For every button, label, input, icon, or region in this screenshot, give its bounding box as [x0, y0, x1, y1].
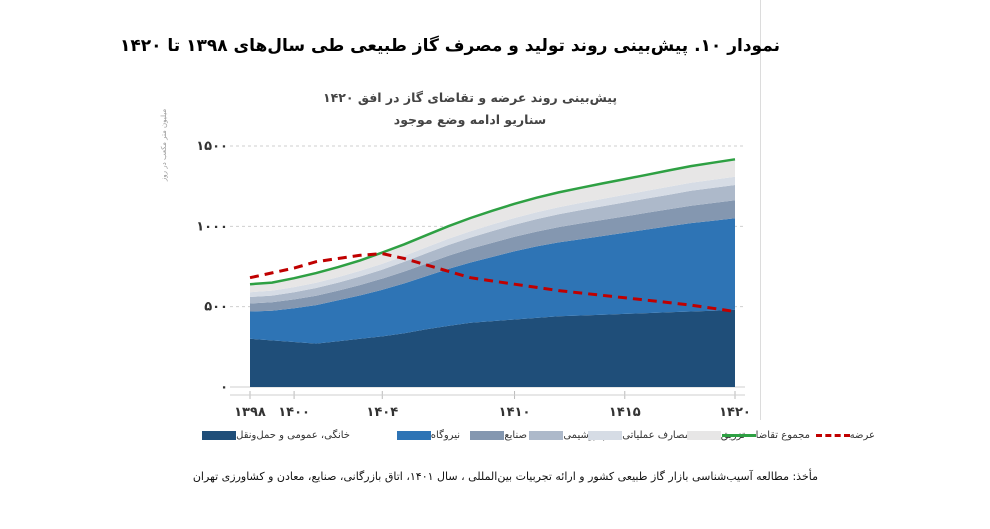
legend-swatch: [529, 431, 564, 440]
legend-item: خانگی، عمومی و حمل‌ونقل: [197, 430, 350, 441]
area-series: [250, 309, 735, 387]
source-note: مأخذ: مطالعه آسیب‌شناسی بازار گاز طبیعی …: [192, 470, 818, 483]
legend-swatch: [588, 431, 623, 440]
legend-swatch: [202, 431, 237, 440]
y-tick-label: ۱۰۰۰: [196, 219, 228, 234]
legend-swatch: [721, 434, 756, 437]
x-tick-label: ۱۴۱۰: [499, 405, 531, 420]
area-series: [250, 200, 735, 312]
y-tick-label: ۱۵۰۰: [196, 139, 228, 154]
legend-label: پتروشیمی: [563, 430, 605, 441]
total-demand-line: [249, 158, 736, 286]
frame-divider: [760, 0, 761, 420]
y-tick-label: ۰: [220, 380, 228, 395]
legend-swatch: [396, 431, 431, 440]
legend-label: مجموع تقاضا: [755, 430, 810, 441]
x-tick-label: ۱۴۲۰: [719, 405, 751, 420]
legend-label: خانگی، عمومی و حمل‌ونقل: [236, 430, 350, 441]
legend-item: صنایع: [465, 430, 527, 441]
area-series: [250, 176, 735, 297]
area-series: [250, 185, 735, 304]
supply-line: [249, 252, 736, 313]
legend-swatch: [815, 434, 850, 437]
legend-label: مصارف عملیاتی: [622, 430, 690, 441]
legend-item: پتروشیمی: [524, 430, 605, 441]
legend-item: عرضه: [811, 430, 875, 441]
x-tick-label: ۱۳۹۸: [234, 405, 266, 420]
legend-item: مجموع تقاضا: [717, 430, 810, 441]
chart-subtitle: سناریو ادامه وضع موجود: [393, 112, 547, 127]
x-tick-label: ۱۴۰۰: [278, 405, 310, 420]
legend-item: مصارف عملیاتی: [583, 430, 690, 441]
x-tick-label: ۱۴۱۵: [609, 405, 641, 420]
x-tick-label: ۱۴۰۴: [366, 405, 398, 420]
chart-title: پیش‌بینی روند عرضه و تقاضای گاز در افق ۱…: [322, 90, 618, 105]
document-title: نمودار ۱۰. پیش‌بینی روند تولید و مصرف گا…: [119, 36, 780, 56]
legend-item: نیروگاه: [392, 430, 460, 441]
area-series: [250, 159, 735, 293]
legend-label: نیروگاه: [430, 430, 460, 441]
chart-legend: خانگی، عمومی و حمل‌ونقل نیروگاه صنایع پتروش…: [155, 430, 875, 448]
legend-swatch: [686, 431, 721, 440]
legend-label: عرضه: [849, 430, 875, 441]
y-tick-label: ۵۰۰: [204, 300, 228, 315]
legend-label: صنایع: [504, 430, 527, 441]
legend-swatch: [470, 431, 505, 440]
